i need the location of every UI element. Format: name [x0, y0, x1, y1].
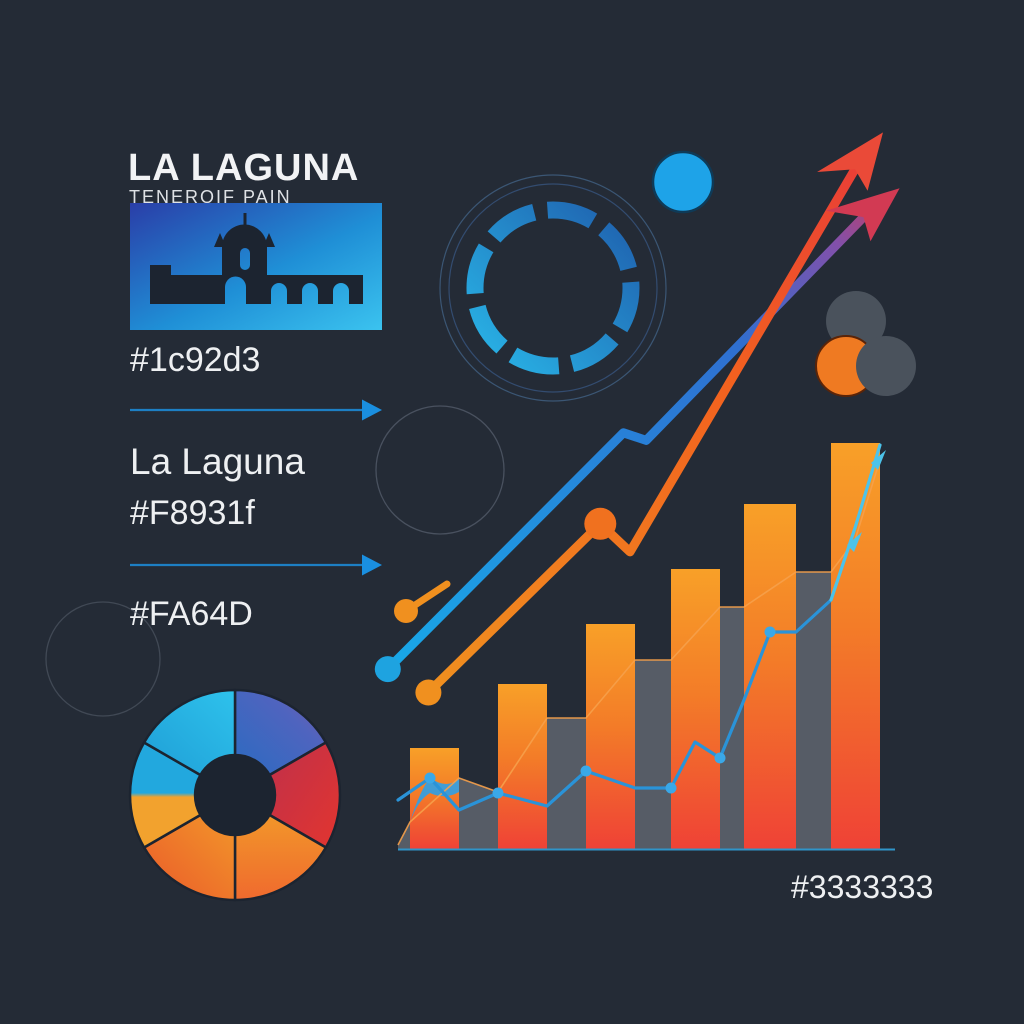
- svg-text:La Laguna: La Laguna: [130, 441, 305, 482]
- svg-text:TENEROIF PAIN: TENEROIF PAIN: [129, 187, 292, 207]
- svg-text:#FA64D: #FA64D: [130, 595, 253, 633]
- svg-text:#3333333: #3333333: [791, 869, 933, 905]
- svg-text:#F8931f: #F8931f: [130, 494, 255, 532]
- svg-text:#1c92d3: #1c92d3: [130, 341, 260, 379]
- svg-text:LA LAGUNA: LA LAGUNA: [128, 147, 359, 189]
